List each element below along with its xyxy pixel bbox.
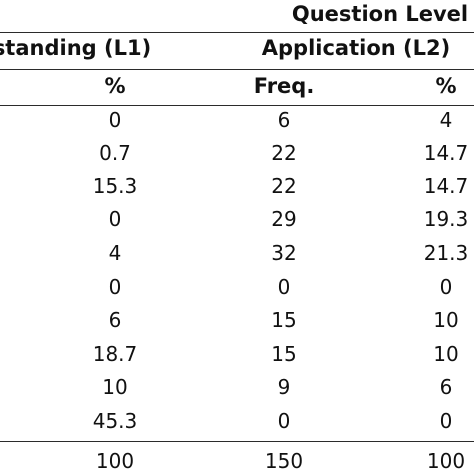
row-7-pct-l1: 6: [108, 308, 122, 332]
row-10-pct-l2: 0: [439, 409, 453, 433]
header-question-level: Question Level: [291, 2, 469, 26]
col-header-pct-l2: %: [435, 74, 457, 98]
row-10-pct-l1: 45.3: [92, 409, 138, 433]
row-8-freq-l2: 15: [271, 342, 297, 366]
row-2-pct-l2: 14.7: [423, 141, 469, 165]
row-1-pct-l1: 0: [108, 108, 122, 132]
row-6-pct-l1: 0: [108, 275, 122, 299]
total-pct-l1: 100: [95, 449, 135, 473]
col-header-freq-l2: Freq.: [253, 74, 315, 98]
row-4-freq-l2: 29: [271, 207, 297, 231]
row-10-freq-l2: 0: [277, 409, 291, 433]
row-5-pct-l2: 21.3: [423, 241, 469, 265]
row-6-freq-l2: 0: [277, 275, 291, 299]
row-1-pct-l2: 4: [439, 108, 453, 132]
row-3-freq-l2: 22: [271, 174, 297, 198]
header-rule-1: [0, 32, 474, 33]
row-7-freq-l2: 15: [271, 308, 297, 332]
header-rule-2: [0, 69, 474, 70]
row-5-pct-l1: 4: [108, 241, 122, 265]
row-9-pct-l1: 10: [102, 375, 128, 399]
row-8-pct-l2: 10: [433, 342, 459, 366]
header-understanding-l1: standing (L1): [0, 36, 152, 60]
col-header-pct-l1: %: [104, 74, 126, 98]
row-8-pct-l1: 18.7: [92, 342, 138, 366]
row-6-pct-l2: 0: [439, 275, 453, 299]
total-rule: [0, 441, 474, 442]
row-7-pct-l2: 10: [433, 308, 459, 332]
row-3-pct-l1: 15.3: [92, 174, 138, 198]
row-4-pct-l2: 19.3: [423, 207, 469, 231]
row-4-pct-l1: 0: [108, 207, 122, 231]
row-9-freq-l2: 9: [277, 375, 291, 399]
row-1-freq-l2: 6: [277, 108, 291, 132]
row-5-freq-l2: 32: [271, 241, 297, 265]
row-9-pct-l2: 6: [439, 375, 453, 399]
row-3-pct-l2: 14.7: [423, 174, 469, 198]
row-2-freq-l2: 22: [271, 141, 297, 165]
header-application-l2: Application (L2): [261, 36, 451, 60]
total-pct-l2: 100: [426, 449, 466, 473]
row-2-pct-l1: 0.7: [99, 141, 131, 165]
total-freq-l2: 150: [264, 449, 304, 473]
header-rule-3: [0, 105, 474, 106]
